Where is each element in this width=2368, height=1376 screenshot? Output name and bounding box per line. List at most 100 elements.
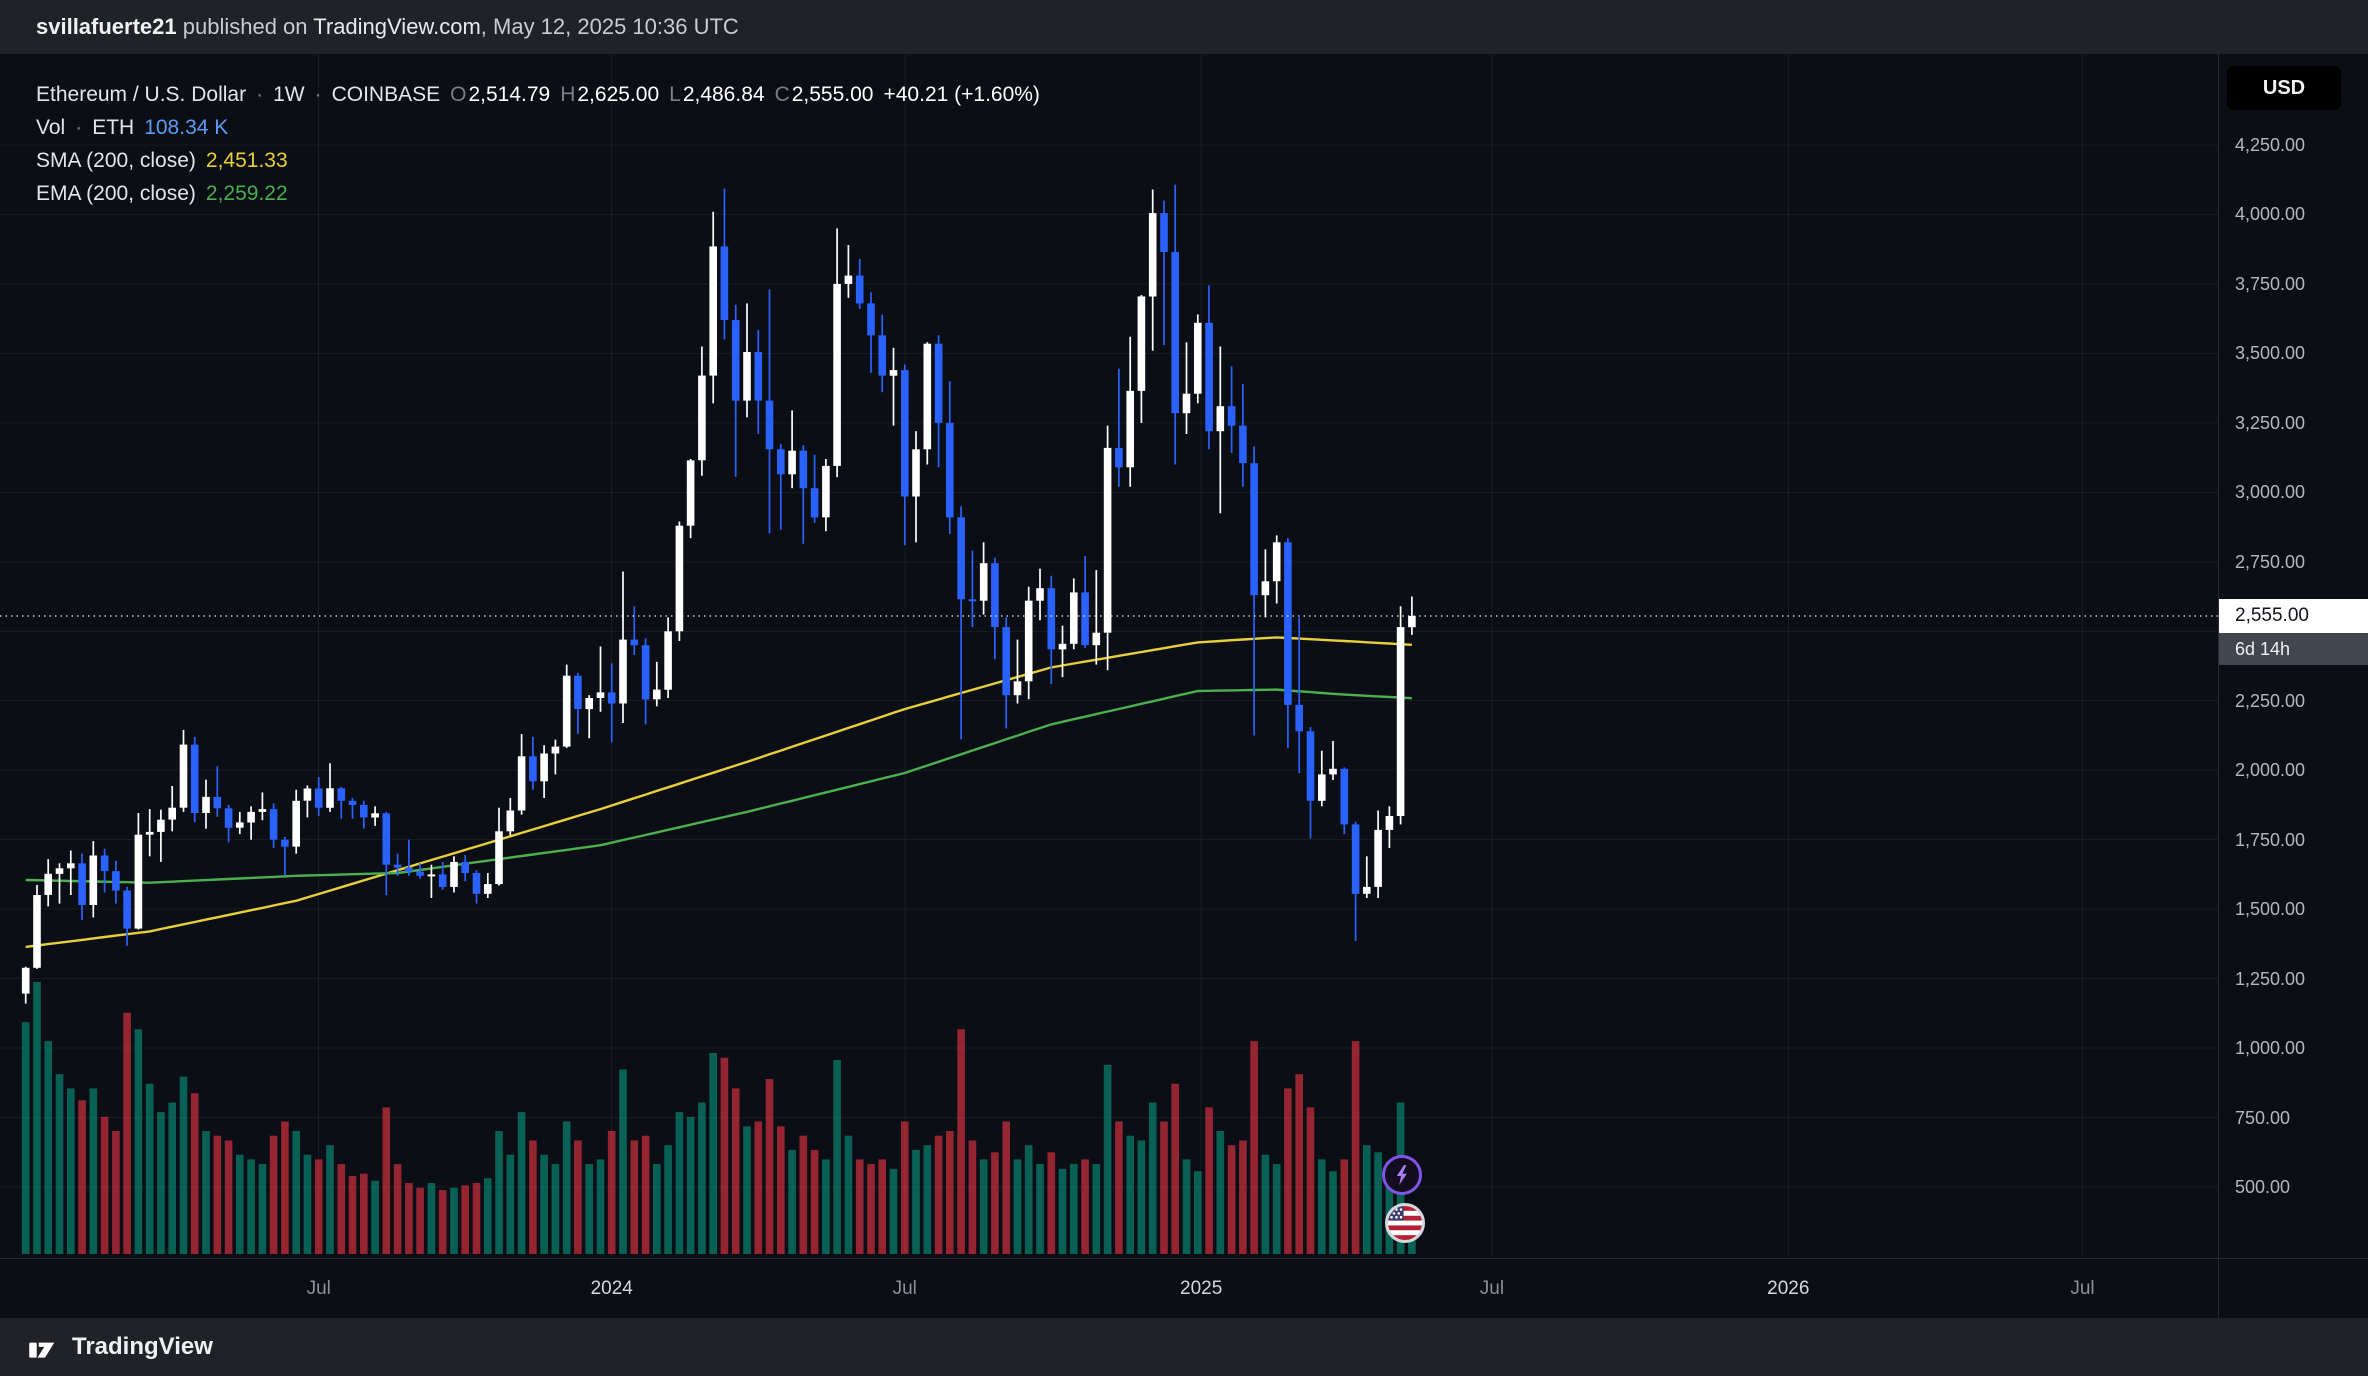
candle-body xyxy=(224,808,233,828)
candle-body xyxy=(1148,213,1157,297)
candle-body xyxy=(202,796,210,813)
volume-bar xyxy=(889,1168,898,1254)
price-chart-plot[interactable] xyxy=(0,54,2218,1258)
tradingview-logo[interactable] xyxy=(28,1332,58,1362)
ema-label[interactable]: EMA (200, close) xyxy=(36,181,196,205)
site-name[interactable]: TradingView.com xyxy=(313,14,481,39)
price-axis-label: 2,000.00 xyxy=(2235,760,2306,781)
price-axis[interactable]: USD 4,250.00 4,000.00 3,750.00 3,500.00 3,25… xyxy=(2218,54,2368,1318)
volume-bar xyxy=(653,1164,661,1254)
candle-body xyxy=(1408,616,1416,628)
volume-bar xyxy=(224,1140,233,1254)
volume-bar xyxy=(1239,1140,1247,1254)
volume-bar xyxy=(190,1093,199,1254)
volume-bar xyxy=(236,1154,244,1254)
candle-body xyxy=(551,746,560,754)
publish-date: , May 12, 2025 10:36 UTC xyxy=(480,14,739,39)
ohlc-close: C2,555.00 xyxy=(774,82,874,106)
publish-info-bar: svillafuerte21 published on TradingView.… xyxy=(0,0,2368,54)
candle-body xyxy=(472,873,481,894)
footer-brand-text[interactable]: TradingView xyxy=(72,1333,213,1360)
volume-bar xyxy=(89,1088,98,1254)
volume-bar xyxy=(810,1149,819,1254)
candle-body xyxy=(461,861,469,873)
sma-legend-row: SMA (200, close) 2,451.33 xyxy=(36,144,1040,177)
time-axis-label: 2025 xyxy=(1180,1278,1223,1299)
volume-bar xyxy=(427,1183,436,1254)
candle-body xyxy=(1306,731,1315,801)
candle-body xyxy=(1385,816,1394,830)
candle-body xyxy=(1070,592,1078,644)
event-marker-lightning-icon[interactable] xyxy=(1382,1155,1422,1195)
sma-label[interactable]: SMA (200, close) xyxy=(36,148,196,172)
volume-bar xyxy=(1160,1121,1168,1254)
candle-body xyxy=(78,863,86,905)
volume-bar xyxy=(1182,1159,1191,1254)
candle-body xyxy=(1013,681,1022,696)
volume-bar xyxy=(44,1041,52,1254)
volume-bar xyxy=(1205,1107,1213,1254)
candle-body xyxy=(382,813,391,865)
candle-body xyxy=(1261,581,1270,596)
volume-bar xyxy=(844,1135,853,1254)
candle-body xyxy=(596,692,605,698)
volume-bar xyxy=(1103,1064,1112,1254)
candle-body xyxy=(495,831,503,885)
candle-body xyxy=(540,753,548,782)
candle-body xyxy=(517,756,526,811)
volume-bar xyxy=(743,1126,751,1254)
volume-bar xyxy=(596,1159,605,1254)
volume-bar xyxy=(607,1131,616,1254)
candle-body xyxy=(1318,774,1326,801)
candle-body xyxy=(450,861,458,887)
event-marker-us-flag-icon[interactable] xyxy=(1385,1203,1425,1243)
volume-bar xyxy=(382,1107,391,1254)
sma-value: 2,451.33 xyxy=(205,148,288,172)
volume-bar xyxy=(484,1178,492,1254)
volume-bar xyxy=(934,1135,943,1254)
candle-body xyxy=(946,422,954,518)
volume-bar xyxy=(134,1029,143,1254)
chart-card: Ethereum / U.S. Dollar · 1W · COINBASE O… xyxy=(0,54,2368,1318)
volume-bar xyxy=(1126,1135,1134,1254)
candle-body xyxy=(337,788,346,801)
interval-label[interactable]: 1W xyxy=(273,82,305,106)
volume-bar xyxy=(247,1159,255,1254)
candle-body xyxy=(89,855,98,905)
candle-body xyxy=(810,488,819,518)
candle-body xyxy=(1171,252,1179,414)
ohlc-high: H2,625.00 xyxy=(560,82,660,106)
volume-bar xyxy=(1171,1083,1179,1254)
candle-body xyxy=(709,246,717,376)
currency-usd-button[interactable]: USD xyxy=(2227,66,2341,110)
bar-close-countdown: 6d 14h xyxy=(2219,633,2368,665)
volume-bar xyxy=(878,1159,886,1254)
candle-body xyxy=(1396,627,1405,816)
candle-body xyxy=(314,788,323,808)
volume-bar xyxy=(574,1140,582,1254)
candles xyxy=(21,184,1416,1004)
ema-value: 2,259.22 xyxy=(205,181,288,205)
volume-bar xyxy=(1318,1159,1326,1254)
volume-bar xyxy=(21,1022,30,1254)
candle-body xyxy=(607,692,616,704)
volume-bar xyxy=(1137,1140,1146,1254)
candle-body xyxy=(968,599,977,602)
volume-label: Vol xyxy=(36,115,66,139)
time-axis-label: 2024 xyxy=(590,1278,633,1299)
candle-body xyxy=(653,689,661,700)
price-axis-label: 3,000.00 xyxy=(2235,482,2306,503)
candle-body xyxy=(1363,886,1371,894)
candle-body xyxy=(292,800,300,847)
volume-bar xyxy=(1250,1041,1258,1254)
volume-bar xyxy=(405,1183,413,1254)
symbol-title[interactable]: Ethereum / U.S. Dollar xyxy=(36,82,247,106)
candle-body xyxy=(979,563,988,601)
candle-body xyxy=(393,864,402,868)
candle-body xyxy=(630,639,639,646)
volume-bar xyxy=(585,1164,593,1254)
candle-body xyxy=(55,868,64,874)
volume-bar xyxy=(979,1159,988,1254)
volume-bar xyxy=(438,1190,447,1254)
time-axis[interactable]: Jul 2024 Jul 2025 Jul 2026 Jul xyxy=(0,1258,2368,1318)
